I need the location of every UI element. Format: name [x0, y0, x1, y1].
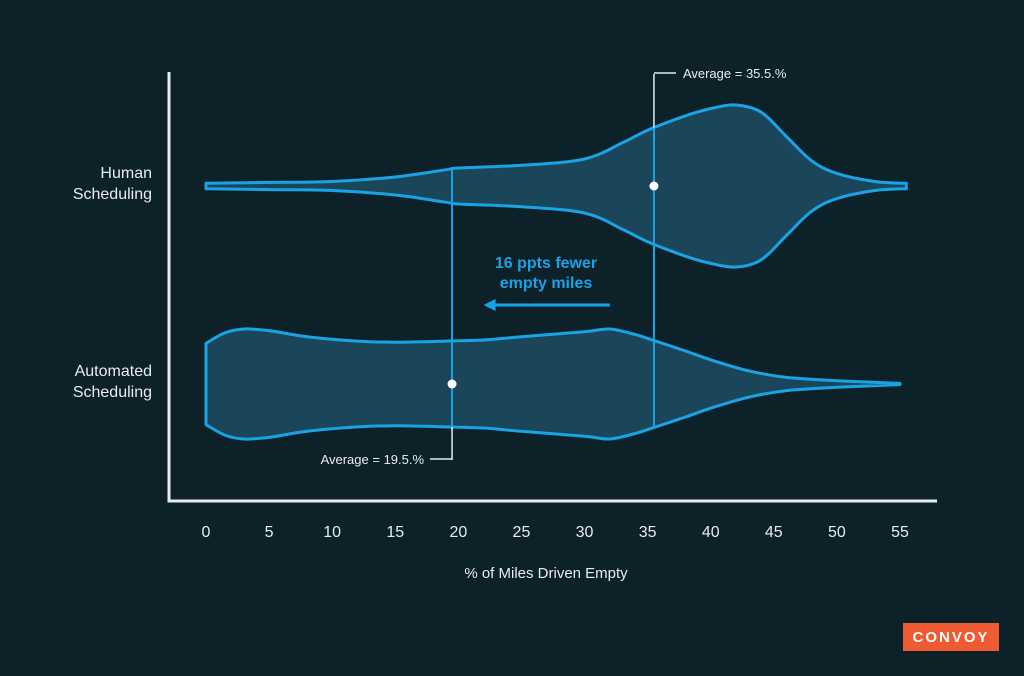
average-dot-automated — [447, 379, 457, 389]
category-label-human-2: Scheduling — [73, 186, 152, 203]
x-tick-label: 0 — [202, 524, 211, 541]
average-label-automated: Average = 19.5.% — [321, 452, 425, 467]
x-tick-label: 45 — [765, 524, 783, 541]
annotation-line-1: 16 ppts fewer — [495, 255, 597, 272]
category-label-automated-1: Automated — [75, 363, 152, 380]
x-tick-label: 25 — [513, 524, 531, 541]
x-tick-label: 35 — [639, 524, 657, 541]
x-tick-label: 50 — [828, 524, 846, 541]
annotation-line-2: empty miles — [500, 275, 593, 292]
violin-human — [204, 103, 908, 269]
x-tick-label: 30 — [576, 524, 594, 541]
category-label-automated-2: Scheduling — [73, 384, 152, 401]
x-tick-label: 5 — [265, 524, 274, 541]
x-tick-label: 20 — [449, 524, 467, 541]
convoy-logo: CONVOY — [903, 623, 999, 651]
x-axis-title: % of Miles Driven Empty — [464, 565, 628, 582]
annotation-arrow-head — [483, 299, 496, 311]
average-dot-human — [649, 181, 659, 191]
x-tick-label: 10 — [323, 524, 341, 541]
x-tick-label: 15 — [386, 524, 404, 541]
violin-automated — [204, 327, 902, 441]
average-label-human: Average = 35.5.% — [683, 66, 787, 81]
x-tick-label: 55 — [891, 524, 909, 541]
category-label-human-1: Human — [100, 165, 152, 182]
x-tick-label: 40 — [702, 524, 720, 541]
